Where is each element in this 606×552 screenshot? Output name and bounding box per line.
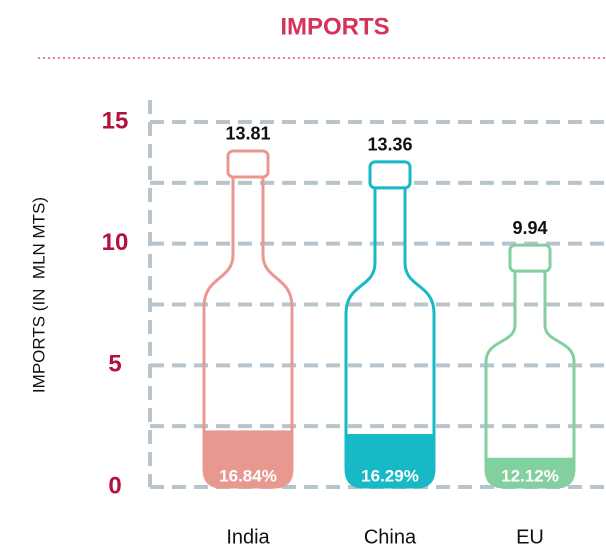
x-tick-label: China bbox=[364, 526, 417, 548]
y-tick-label: 5 bbox=[108, 351, 121, 378]
bottle-cap bbox=[228, 151, 268, 177]
y-tick-label: 10 bbox=[102, 229, 129, 256]
y-axis-label: IMPORTS (IN MLN MTS) bbox=[29, 197, 48, 393]
fill-label: 12.12% bbox=[501, 466, 559, 485]
value-label: 13.36 bbox=[367, 135, 412, 155]
fill-label: 16.84% bbox=[219, 466, 277, 485]
chart: IMPORTS IMPORTS (IN MLN MTS) 0 5 10 15 India… bbox=[0, 0, 606, 552]
value-label: 13.81 bbox=[225, 124, 270, 144]
y-tick-label: 0 bbox=[108, 472, 121, 499]
value-label: 9.94 bbox=[512, 218, 547, 238]
x-tick-label: EU bbox=[516, 526, 544, 548]
chart-title: IMPORTS bbox=[280, 13, 389, 40]
bottle-cap bbox=[510, 245, 550, 271]
y-tick-label: 15 bbox=[102, 107, 129, 134]
x-tick-label: India bbox=[226, 526, 270, 548]
fill-label: 16.29% bbox=[361, 466, 419, 485]
bottle-cap bbox=[370, 162, 410, 188]
